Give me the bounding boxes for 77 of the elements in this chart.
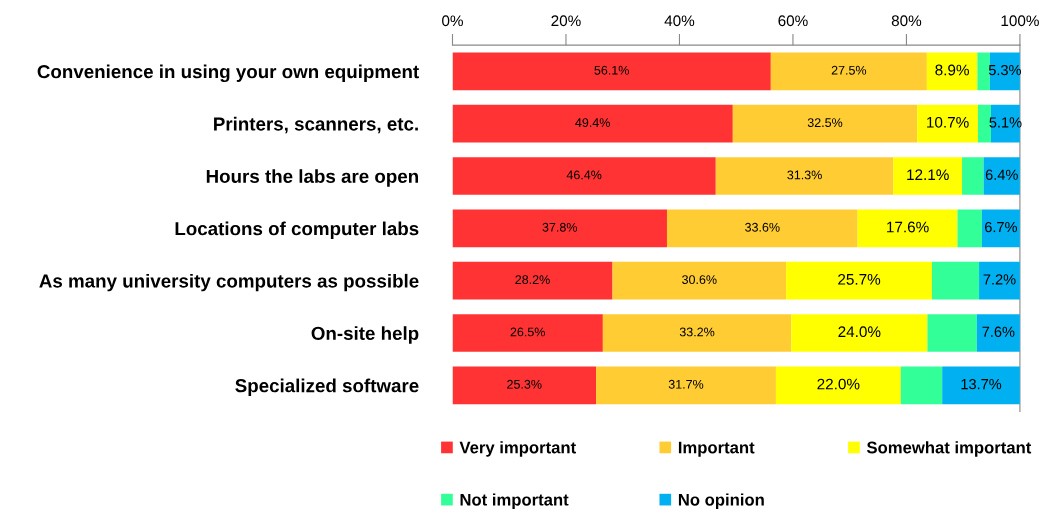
bar xyxy=(786,261,932,300)
bar xyxy=(715,157,894,195)
legend-label: No opinion xyxy=(678,493,764,509)
bar xyxy=(612,261,787,300)
y-tick-label: As many university computers as possible xyxy=(39,273,419,292)
bar xyxy=(957,209,982,248)
data-label: 30.6% xyxy=(682,275,717,285)
data-label: 10.7% xyxy=(927,116,969,128)
data-label: 33.6% xyxy=(745,222,780,232)
data-label: 7.2% xyxy=(983,274,1016,285)
y-tick-label: Locations of computer labs xyxy=(175,221,419,240)
x-tick-label: 60% xyxy=(778,15,808,27)
data-label: 56.1% xyxy=(594,65,629,75)
data-label: 25.3% xyxy=(507,379,542,389)
bar xyxy=(857,209,958,248)
bar xyxy=(942,366,1020,405)
data-label: 27.5% xyxy=(831,65,867,75)
data-label: 32.5% xyxy=(807,118,843,127)
bar xyxy=(927,314,977,352)
data-label: 28.2% xyxy=(515,275,550,285)
data-label: 12.1% xyxy=(907,169,949,181)
bar xyxy=(602,314,792,352)
x-tick-label: 100% xyxy=(1001,15,1039,27)
data-label: 22.0% xyxy=(817,378,860,390)
bar xyxy=(596,366,776,405)
data-label: 7.6% xyxy=(982,326,1015,337)
bar xyxy=(962,157,984,195)
bar xyxy=(981,209,1020,248)
data-label: 31.7% xyxy=(668,379,704,389)
data-label: 13.7% xyxy=(961,378,1002,390)
bar xyxy=(666,209,858,248)
data-label: 26.5% xyxy=(510,327,545,337)
y-tick-label: Hours the labs are open xyxy=(206,169,419,187)
bar xyxy=(977,52,990,91)
bar xyxy=(732,104,918,143)
bar xyxy=(926,52,978,91)
bar xyxy=(452,52,771,91)
legend-label: Important xyxy=(678,441,755,457)
bar xyxy=(770,52,927,91)
bar xyxy=(452,157,716,195)
data-label: 8.9% xyxy=(935,64,969,76)
bar xyxy=(931,261,980,300)
bar xyxy=(791,314,928,352)
legend-label: Somewhat important xyxy=(866,441,1032,457)
bar xyxy=(983,157,1020,195)
y-tick-label: On-site help xyxy=(311,326,419,344)
y-tick-label: Convenience in using your own equipment xyxy=(37,64,419,83)
data-label: 25.7% xyxy=(838,273,881,285)
legend-label: Not important xyxy=(460,493,569,509)
x-tick-label: 40% xyxy=(664,15,695,27)
y-tick-label: Specialized software xyxy=(235,378,419,397)
data-label: 31.3% xyxy=(787,170,822,180)
y-tick-label: Printers, scanners, etc. xyxy=(214,116,418,134)
bar xyxy=(893,157,963,195)
bar xyxy=(977,104,991,143)
legend-label: Very important xyxy=(459,441,576,457)
bar xyxy=(979,261,1020,300)
bar xyxy=(452,104,733,143)
bar xyxy=(452,209,667,248)
data-label: 6.4% xyxy=(985,169,1018,180)
bar xyxy=(452,261,613,300)
x-tick-label: 20% xyxy=(551,15,581,27)
data-label: 49.4% xyxy=(575,118,610,127)
bar xyxy=(452,366,597,405)
bar xyxy=(976,314,1020,352)
bar xyxy=(900,366,943,405)
data-label: 33.2% xyxy=(679,327,715,337)
data-label: 17.6% xyxy=(887,221,929,233)
x-tick-label: 80% xyxy=(891,15,922,27)
bar xyxy=(775,366,901,405)
bar xyxy=(917,104,978,143)
data-label: 6.7% xyxy=(985,221,1018,233)
data-label: 37.8% xyxy=(542,222,578,232)
x-tick-label: 0% xyxy=(442,15,463,27)
data-label: 46.4% xyxy=(566,170,602,180)
bar xyxy=(452,314,603,352)
data-label: 24.0% xyxy=(838,326,881,338)
